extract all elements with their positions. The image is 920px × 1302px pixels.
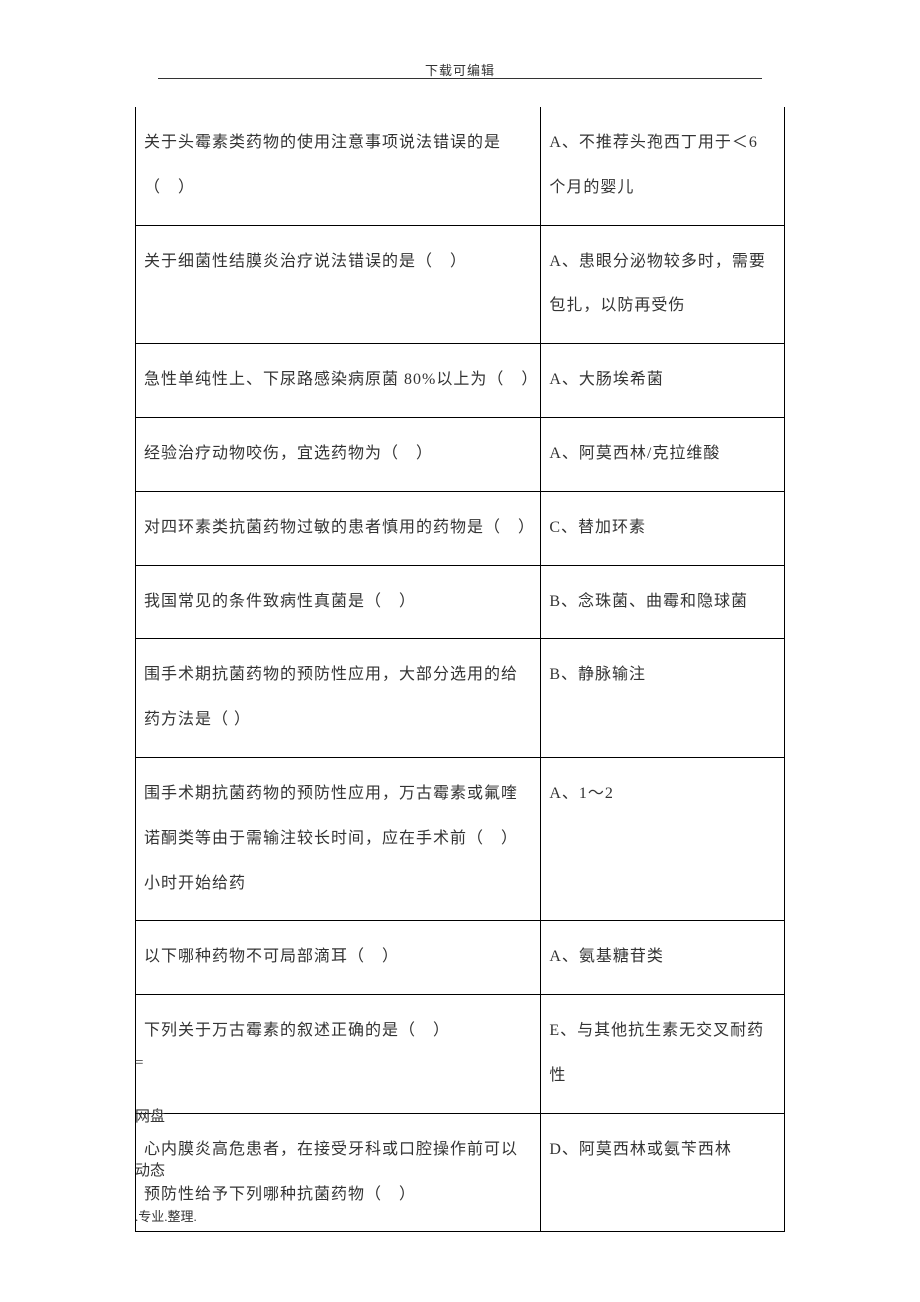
header-divider (158, 78, 762, 79)
table-row: 下列关于万古霉素的叙述正确的是（ ） E、与其他抗生素无交叉耐药性 (136, 995, 785, 1114)
answer-cell: D、阿莫西林或氨苄西林 (541, 1113, 785, 1232)
answer-cell: E、与其他抗生素无交叉耐药性 (541, 995, 785, 1114)
footer-line-2: 网盘 (135, 1092, 165, 1143)
footer-line-1: = (135, 1038, 165, 1089)
footer-line-3: 动态 (135, 1146, 165, 1197)
question-cell: 经验治疗动物咬伤，宜选药物为（ ） (136, 417, 541, 491)
question-cell: 关于头霉素类药物的使用注意事项说法错误的是（ ） (136, 107, 541, 225)
answer-cell: A、1～2 (541, 757, 785, 920)
question-cell: 急性单纯性上、下尿路感染病原菌 80%以上为（ ） (136, 344, 541, 418)
table-row: 以下哪种药物不可局部滴耳（ ） A、氨基糖苷类 (136, 921, 785, 995)
question-cell: 对四环素类抗菌药物过敏的患者慎用的药物是（ ） (136, 491, 541, 565)
answer-cell: A、阿莫西林/克拉维酸 (541, 417, 785, 491)
question-cell: 我国常见的条件致病性真菌是（ ） (136, 565, 541, 639)
answer-cell: A、不推荐头孢西丁用于＜6 个月的婴儿 (541, 107, 785, 225)
qa-table-container: 关于头霉素类药物的使用注意事项说法错误的是（ ） A、不推荐头孢西丁用于＜6 个… (135, 107, 785, 1232)
table-row: 围手术期抗菌药物的预防性应用，万古霉素或氟喹诺酮类等由于需输注较长时间，应在手术… (136, 757, 785, 920)
question-cell: 以下哪种药物不可局部滴耳（ ） (136, 921, 541, 995)
table-row: 我国常见的条件致病性真菌是（ ） B、念珠菌、曲霉和隐球菌 (136, 565, 785, 639)
answer-cell: C、替加环素 (541, 491, 785, 565)
table-row: 关于头霉素类药物的使用注意事项说法错误的是（ ） A、不推荐头孢西丁用于＜6 个… (136, 107, 785, 225)
table-row: 急性单纯性上、下尿路感染病原菌 80%以上为（ ） A、大肠埃希菌 (136, 344, 785, 418)
question-cell: 围手术期抗菌药物的预防性应用，大部分选用的给药方法是（ ） (136, 639, 541, 758)
answer-cell: B、静脉输注 (541, 639, 785, 758)
answer-cell: B、念珠菌、曲霉和隐球菌 (541, 565, 785, 639)
question-cell: 关于细菌性结膜炎治疗说法错误的是（ ） (136, 225, 541, 344)
table-row: 经验治疗动物咬伤，宜选药物为（ ） A、阿莫西林/克拉维酸 (136, 417, 785, 491)
question-cell: 围手术期抗菌药物的预防性应用，万古霉素或氟喹诺酮类等由于需输注较长时间，应在手术… (136, 757, 541, 920)
qa-table: 关于头霉素类药物的使用注意事项说法错误的是（ ） A、不推荐头孢西丁用于＜6 个… (135, 107, 785, 1232)
footer-texts: = 网盘 动态 (135, 1038, 165, 1200)
table-row: 关于细菌性结膜炎治疗说法错误的是（ ） A、患眼分泌物较多时，需要包扎，以防再受… (136, 225, 785, 344)
table-row: 心内膜炎高危患者，在接受牙科或口腔操作前可以预防性给予下列哪种抗菌药物（ ） D… (136, 1113, 785, 1232)
table-row: 围手术期抗菌药物的预防性应用，大部分选用的给药方法是（ ） B、静脉输注 (136, 639, 785, 758)
table-row: 对四环素类抗菌药物过敏的患者慎用的药物是（ ） C、替加环素 (136, 491, 785, 565)
question-cell: 下列关于万古霉素的叙述正确的是（ ） (136, 995, 541, 1114)
answer-cell: A、大肠埃希菌 (541, 344, 785, 418)
bottom-note: .专业.整理. (135, 1206, 197, 1225)
answer-cell: A、氨基糖苷类 (541, 921, 785, 995)
answer-cell: A、患眼分泌物较多时，需要包扎，以防再受伤 (541, 225, 785, 344)
header-text: 下载可编辑 (425, 63, 495, 78)
